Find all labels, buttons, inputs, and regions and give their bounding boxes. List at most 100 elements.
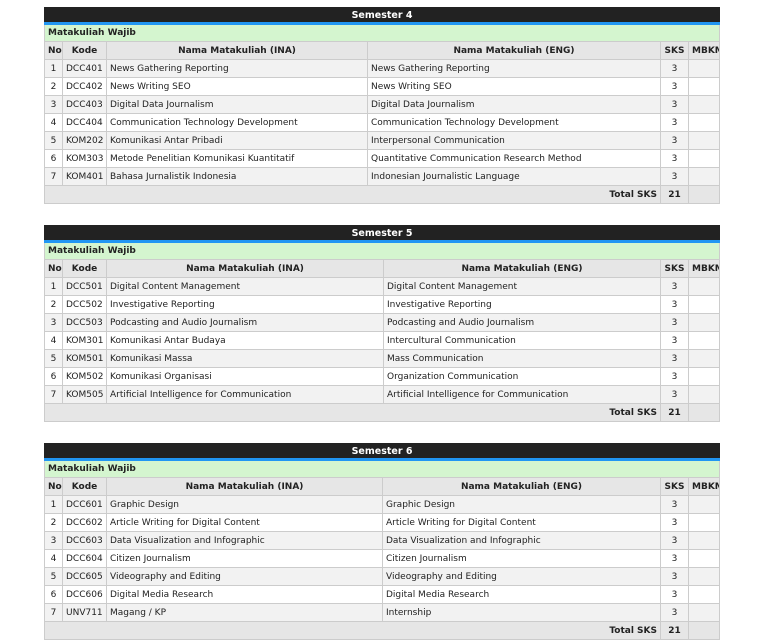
header-ina: Nama Matakuliah (INA) <box>106 41 368 60</box>
cell-name-eng: News Writing SEO <box>367 77 661 96</box>
cell-no: 4 <box>44 549 63 568</box>
cell-mbkm <box>688 385 720 404</box>
cell-name-ina: News Writing SEO <box>106 77 368 96</box>
cell-name-eng: Intercultural Communication <box>383 331 661 350</box>
total-mbkm <box>688 403 720 422</box>
cell-mbkm <box>688 59 720 78</box>
table-row: 2 DCC502 Investigative Reporting Investi… <box>44 295 720 314</box>
cell-name-eng: Artificial Intelligence for Communicatio… <box>383 385 661 404</box>
cell-name-eng: Investigative Reporting <box>383 295 661 314</box>
cell-sks: 3 <box>660 113 689 132</box>
table-row: 3 DCC403 Digital Data Journalism Digital… <box>44 95 720 114</box>
semester-table: Semester 5 Matakuliah Wajib No Kode Nama… <box>44 225 720 422</box>
header-ina: Nama Matakuliah (INA) <box>106 477 383 496</box>
cell-mbkm <box>688 495 720 514</box>
cell-kode: KOM202 <box>62 131 107 150</box>
total-sks: 21 <box>660 621 689 640</box>
cell-no: 3 <box>44 313 63 332</box>
cell-sks: 3 <box>660 149 689 168</box>
cell-mbkm <box>688 277 720 296</box>
cell-name-ina: Podcasting and Audio Journalism <box>106 313 384 332</box>
cell-no: 1 <box>44 59 63 78</box>
header-mbkm: MBKM <box>688 259 720 278</box>
header-no: No <box>44 259 63 278</box>
cell-name-eng: Digital Data Journalism <box>367 95 661 114</box>
header-kode: Kode <box>62 477 107 496</box>
cell-kode: UNV711 <box>62 603 107 622</box>
cell-mbkm <box>688 131 720 150</box>
table-row: 1 DCC401 News Gathering Reporting News G… <box>44 59 720 78</box>
cell-no: 7 <box>44 167 63 186</box>
cell-sks: 3 <box>660 167 689 186</box>
cell-name-ina: Data Visualization and Infographic <box>106 531 383 550</box>
cell-name-eng: Communication Technology Development <box>367 113 661 132</box>
semester-title: Semester 6 <box>44 443 720 461</box>
table-row: 4 DCC404 Communication Technology Develo… <box>44 113 720 132</box>
table-row: 6 KOM303 Metode Penelitian Komunikasi Ku… <box>44 149 720 168</box>
cell-no: 5 <box>44 349 63 368</box>
cell-mbkm <box>688 603 720 622</box>
table-row: 3 DCC503 Podcasting and Audio Journalism… <box>44 313 720 332</box>
header-kode: Kode <box>62 41 107 60</box>
cell-name-ina: Magang / KP <box>106 603 383 622</box>
total-sks: 21 <box>660 403 689 422</box>
header-mbkm: MBKM <box>688 477 720 496</box>
cell-no: 2 <box>44 295 63 314</box>
cell-name-ina: Komunikasi Massa <box>106 349 384 368</box>
cell-kode: KOM401 <box>62 167 107 186</box>
cell-sks: 3 <box>660 331 689 350</box>
table-row: 1 DCC601 Graphic Design Graphic Design 3 <box>44 495 720 514</box>
cell-mbkm <box>688 567 720 586</box>
table-row: 5 DCC605 Videography and Editing Videogr… <box>44 567 720 586</box>
cell-mbkm <box>688 331 720 350</box>
cell-no: 3 <box>44 531 63 550</box>
total-label: Total SKS <box>44 621 661 640</box>
cell-no: 1 <box>44 277 63 296</box>
total-label: Total SKS <box>44 185 661 204</box>
table-row: 2 DCC602 Article Writing for Digital Con… <box>44 513 720 532</box>
cell-kode: KOM505 <box>62 385 107 404</box>
cell-no: 2 <box>44 77 63 96</box>
cell-sks: 3 <box>660 131 689 150</box>
table-row: 4 DCC604 Citizen Journalism Citizen Jour… <box>44 549 720 568</box>
cell-no: 6 <box>44 585 63 604</box>
table-row: 7 KOM505 Artificial Intelligence for Com… <box>44 385 720 404</box>
category-label: Matakuliah Wajib <box>44 23 720 42</box>
cell-name-ina: Videography and Editing <box>106 567 383 586</box>
cell-name-eng: Graphic Design <box>382 495 661 514</box>
table-row: 6 DCC606 Digital Media Research Digital … <box>44 585 720 604</box>
cell-sks: 3 <box>660 313 689 332</box>
cell-name-eng: Data Visualization and Infographic <box>382 531 661 550</box>
cell-no: 3 <box>44 95 63 114</box>
cell-no: 4 <box>44 113 63 132</box>
total-label: Total SKS <box>44 403 661 422</box>
cell-name-eng: News Gathering Reporting <box>367 59 661 78</box>
table-row: 2 DCC402 News Writing SEO News Writing S… <box>44 77 720 96</box>
table-row: 7 UNV711 Magang / KP Internship 3 <box>44 603 720 622</box>
cell-sks: 3 <box>660 349 689 368</box>
cell-mbkm <box>688 349 720 368</box>
cell-sks: 3 <box>660 585 689 604</box>
cell-mbkm <box>688 95 720 114</box>
cell-kode: KOM501 <box>62 349 107 368</box>
cell-no: 5 <box>44 567 63 586</box>
semester-title: Semester 5 <box>44 225 720 243</box>
cell-name-ina: Artificial Intelligence for Communicatio… <box>106 385 384 404</box>
cell-name-eng: Digital Content Management <box>383 277 661 296</box>
cell-mbkm <box>688 585 720 604</box>
cell-sks: 3 <box>660 549 689 568</box>
total-sks: 21 <box>660 185 689 204</box>
cell-kode: DCC501 <box>62 277 107 296</box>
cell-name-ina: Citizen Journalism <box>106 549 383 568</box>
cell-kode: DCC401 <box>62 59 107 78</box>
cell-name-ina: Investigative Reporting <box>106 295 384 314</box>
table-row: 5 KOM501 Komunikasi Massa Mass Communica… <box>44 349 720 368</box>
cell-kode: DCC605 <box>62 567 107 586</box>
cell-kode: DCC502 <box>62 295 107 314</box>
cell-name-ina: Komunikasi Antar Budaya <box>106 331 384 350</box>
cell-kode: DCC503 <box>62 313 107 332</box>
cell-name-ina: Komunikasi Antar Pribadi <box>106 131 368 150</box>
cell-name-ina: Digital Media Research <box>106 585 383 604</box>
cell-name-eng: Indonesian Journalistic Language <box>367 167 661 186</box>
cell-sks: 3 <box>660 567 689 586</box>
